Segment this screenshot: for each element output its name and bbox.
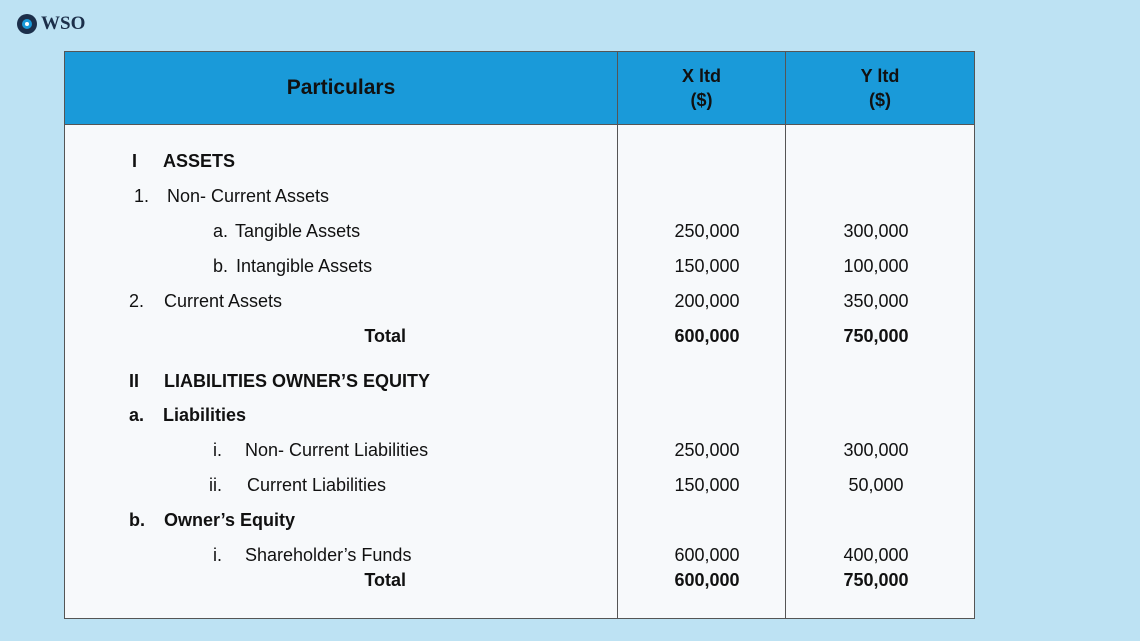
row-marker: b. — [213, 256, 229, 276]
header-text: ($) — [690, 90, 713, 110]
row-label: Current Assets — [164, 291, 283, 311]
y-value: 400,000 — [843, 545, 909, 565]
row-label: Liabilities — [163, 405, 247, 425]
row-label: Total — [364, 570, 406, 590]
x-value: 250,000 — [674, 440, 740, 460]
header-text: ($) — [869, 90, 891, 110]
header-text: Y ltd — [860, 66, 900, 86]
header-cell: Particulars — [65, 52, 617, 124]
header-cell: X ltd ($) — [617, 52, 786, 124]
row-label: Owner’s Equity — [164, 510, 296, 530]
column-divider — [617, 52, 618, 618]
logo: WSO — [16, 13, 85, 35]
y-value: 350,000 — [843, 291, 909, 311]
table: Particulars X ltd ($) Y ltd ($) I ASSETS 1. N… — [64, 51, 975, 619]
row-marker: II — [129, 371, 140, 391]
table-header: Particulars X ltd ($) Y ltd ($) — [65, 52, 974, 125]
row-marker: a. — [129, 405, 145, 425]
row-label: Non- Current Assets — [167, 186, 330, 206]
row-label: ASSETS — [163, 151, 236, 171]
row-marker: a. — [213, 221, 229, 241]
row-marker: i. — [213, 440, 222, 460]
row-label: Total — [364, 326, 406, 346]
header-cell: Y ltd ($) — [786, 52, 974, 124]
row-marker: i. — [213, 545, 222, 565]
x-value: 200,000 — [674, 291, 740, 311]
y-value: 100,000 — [843, 256, 909, 276]
header-text: Particulars — [286, 76, 396, 99]
y-value: 300,000 — [843, 440, 909, 460]
row-marker: 1. — [134, 186, 150, 206]
row-label: LIABILITIES OWNER’S EQUITY — [164, 371, 431, 391]
x-value: 600,000 — [674, 545, 740, 565]
row-label: Shareholder’s Funds — [245, 545, 412, 565]
row-label: Non- Current Liabilities — [245, 440, 429, 460]
row-label: Current Liabilities — [247, 475, 387, 495]
y-value: 750,000 — [843, 570, 909, 590]
row-marker: 2. — [129, 291, 145, 311]
y-value: 50,000 — [848, 475, 904, 495]
row-label: Intangible Assets — [236, 256, 373, 276]
y-value: 300,000 — [843, 221, 909, 241]
logo-icon — [17, 14, 37, 34]
row-marker: ii. — [209, 475, 222, 495]
row-marker: I — [132, 151, 138, 171]
x-value: 600,000 — [674, 570, 740, 590]
x-value: 600,000 — [674, 326, 740, 346]
x-value: 250,000 — [674, 221, 740, 241]
column-divider — [785, 52, 786, 618]
header-text: X ltd — [682, 66, 721, 86]
row-marker: b. — [129, 510, 145, 530]
x-value: 150,000 — [674, 475, 740, 495]
row-label: Tangible Assets — [235, 221, 361, 241]
logo-text: WSO — [41, 13, 86, 34]
x-value: 150,000 — [674, 256, 740, 276]
y-value: 750,000 — [843, 326, 909, 346]
